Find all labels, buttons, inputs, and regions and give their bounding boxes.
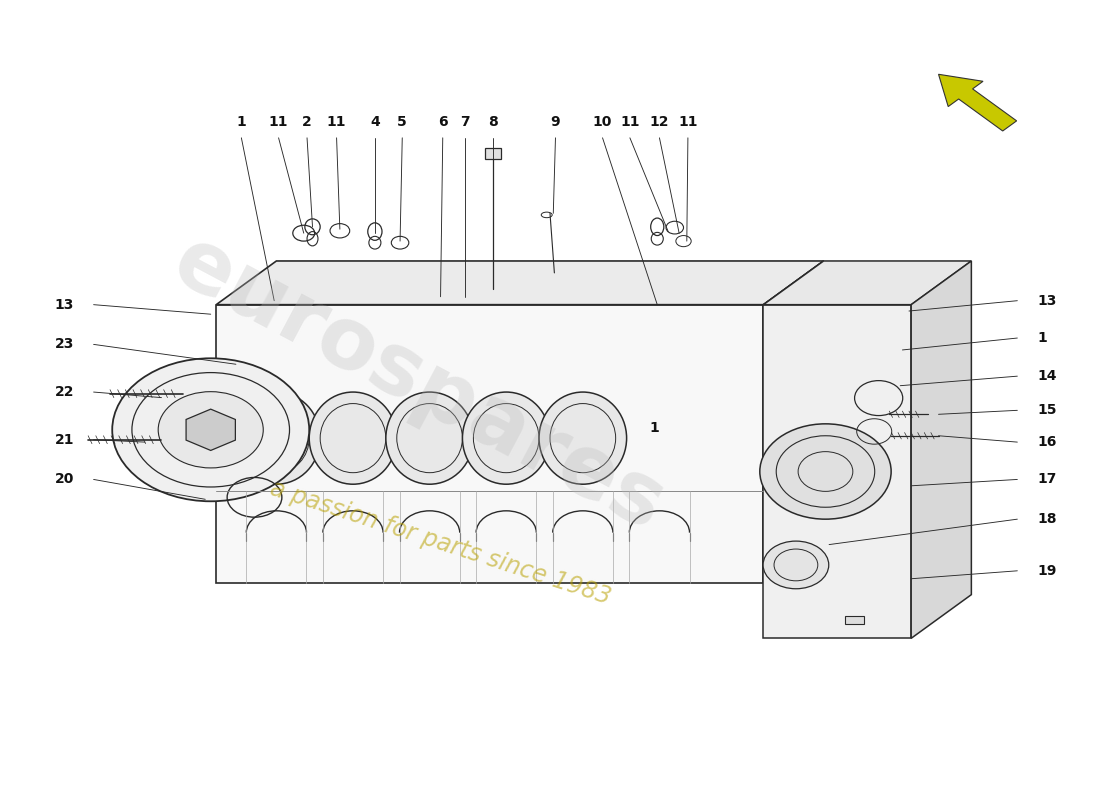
Polygon shape (911, 261, 971, 638)
Text: 14: 14 (1037, 369, 1056, 383)
Ellipse shape (386, 392, 473, 484)
Text: 1: 1 (1037, 331, 1047, 345)
Text: 8: 8 (488, 115, 498, 129)
Ellipse shape (232, 392, 320, 484)
Text: 6: 6 (438, 115, 448, 129)
Text: 22: 22 (54, 385, 74, 399)
Text: eurospares: eurospares (158, 219, 679, 549)
Text: 4: 4 (370, 115, 379, 129)
Text: 5: 5 (397, 115, 407, 129)
Text: 13: 13 (1037, 294, 1056, 308)
Text: 11: 11 (327, 115, 346, 129)
Text: 1: 1 (236, 115, 246, 129)
Circle shape (158, 392, 263, 468)
Text: 13: 13 (55, 298, 74, 312)
Text: 23: 23 (55, 338, 74, 351)
Text: 1: 1 (649, 421, 659, 435)
Text: a passion for parts since 1983: a passion for parts since 1983 (267, 477, 614, 610)
Text: 7: 7 (460, 115, 470, 129)
Polygon shape (763, 261, 824, 582)
Polygon shape (763, 261, 971, 305)
Text: 11: 11 (268, 115, 288, 129)
Text: 12: 12 (650, 115, 669, 129)
Text: 18: 18 (1037, 512, 1056, 526)
Circle shape (760, 424, 891, 519)
Polygon shape (186, 409, 235, 450)
Text: 17: 17 (1037, 473, 1056, 486)
Text: 20: 20 (55, 473, 74, 486)
Ellipse shape (309, 392, 397, 484)
Text: 10: 10 (593, 115, 613, 129)
Text: 11: 11 (678, 115, 697, 129)
Text: 15: 15 (1037, 403, 1056, 418)
Text: 9: 9 (551, 115, 560, 129)
Bar (485, 148, 501, 159)
Bar (845, 616, 865, 624)
Ellipse shape (539, 392, 627, 484)
Polygon shape (217, 261, 824, 305)
Polygon shape (217, 305, 763, 582)
FancyArrow shape (938, 74, 1016, 131)
Polygon shape (763, 305, 911, 638)
Text: 21: 21 (54, 433, 74, 446)
Text: 16: 16 (1037, 435, 1056, 449)
Ellipse shape (462, 392, 550, 484)
Circle shape (763, 541, 828, 589)
Text: 2: 2 (302, 115, 312, 129)
Text: 19: 19 (1037, 564, 1056, 578)
Circle shape (112, 358, 309, 502)
Text: 11: 11 (620, 115, 639, 129)
